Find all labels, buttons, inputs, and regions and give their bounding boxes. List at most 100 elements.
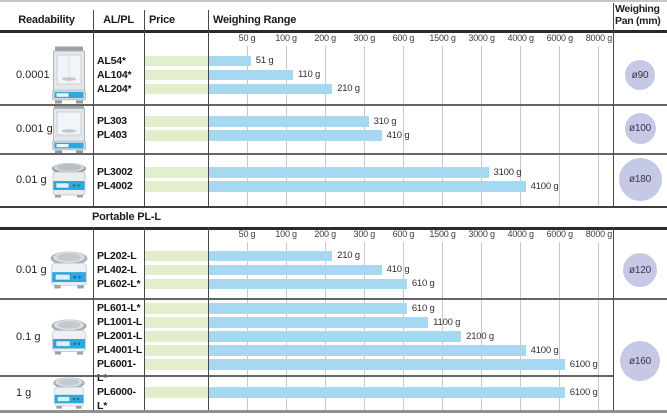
model-name-label: PL4001-L [97,344,143,357]
price-bar [145,69,208,81]
range-value-label: 4100 g [530,180,559,192]
range-value-label: 6100 g [569,386,598,398]
model-name-label: AL104* [97,68,132,81]
range-gridline [520,46,522,206]
range-gridline [481,242,483,410]
row-border [0,206,667,208]
scale-tick-label: 50 g [238,33,256,43]
weighing-range-bar [209,167,489,178]
col-header-pan: Weighing Pan (mm) [615,3,661,27]
weighing-pan-badge: ø160 [620,341,660,381]
model-name-label: PL2001-L [97,330,143,343]
scale-tick-label: 3000 g [468,33,495,43]
range-value-label: 310 g [373,115,397,127]
price-bar [145,264,208,276]
weighing-range-bar [209,278,407,290]
model-name-label: PL602-L* [97,277,141,290]
range-gridline [598,46,600,206]
scale-tick-label: 200 g [314,33,336,43]
readability-label: 0.001 g [16,122,53,135]
scale-tick-label: 200 g [314,229,336,239]
price-bar [145,278,208,290]
column-border [144,10,145,206]
weighing-range-bar [209,250,333,262]
range-gridline [402,46,404,206]
col-header-readability: Readability [18,14,75,26]
balance-product-image-portable [49,250,89,295]
row-border [0,375,613,377]
scale-tick-label: 4000 g [507,229,535,239]
column-border [144,227,145,410]
scale-tick-label: 1500 g [429,33,456,43]
price-bar [145,130,208,141]
model-name-label: PL6000-L* [97,386,136,413]
col-header-price: Price [149,14,175,26]
balance-product-image-draftshield [50,104,88,159]
range-gridline [559,242,561,410]
readability-label: 0.01 g [16,173,47,186]
weighing-range-bar [209,130,382,141]
weighing-range-bar [209,331,462,342]
range-value-label: 610 g [411,278,435,290]
model-name-label: PL202-L [97,249,137,262]
model-name-label: PL303 [97,115,127,128]
weighing-pan-badge: ø90 [625,60,655,90]
range-value-label: 4100 g [530,344,559,356]
model-name-label: AL54* [97,54,126,67]
scale-tick-label: 8000 g [585,229,613,239]
range-gridline [481,46,483,206]
scale-tick-label: 300 g [353,229,376,239]
model-name-label: PL1001-L [97,316,143,329]
scale-tick-label: 50 g [238,229,256,239]
row-border [0,104,667,106]
price-bar [145,83,208,95]
price-bar [145,345,208,356]
weighing-range-bar [209,359,565,370]
row-border [0,410,667,413]
model-name-label: PL6001-L* [97,358,136,385]
price-bar [145,250,208,262]
weighing-range-bar [209,116,369,127]
readability-label: 1 g [16,386,32,399]
model-name-label: PL4002 [97,180,133,193]
weighing-range-bar [209,317,429,328]
range-gridline [598,242,600,410]
range-value-label: 1100 g [433,316,461,328]
weighing-pan-badge: ø180 [618,158,662,201]
weighing-range-bar [209,264,382,276]
weighing-range-bar [209,55,251,67]
range-value-label: 610 g [411,302,435,314]
model-name-label: PL601-L* [97,302,141,315]
model-name-label: PL402-L [97,263,137,276]
range-value-label: 210 g [337,83,360,95]
range-value-label: 2100 g [466,330,494,342]
balance-product-image-portable [50,318,88,361]
range-gridline [442,46,443,206]
column-border-pan [613,227,614,410]
row-border [0,227,667,230]
scale-tick-label: 600 g [392,33,415,43]
range-gridline [442,242,443,410]
col-header-pan-line2: Pan (mm) [615,14,661,27]
range-gridline [559,46,561,206]
range-gridline [520,242,522,410]
scale-tick-label: 8000 g [585,33,613,43]
page-top-edge [0,0,667,2]
balance-product-image-compact [49,162,89,203]
col-header-pan-line1: Weighing [615,3,660,15]
range-value-label: 410 g [386,129,410,141]
price-bar [145,387,208,398]
model-name-label: PL403 [97,129,127,142]
weighing-range-bar [209,303,407,314]
row-border [0,153,667,155]
weighing-range-bar [209,345,526,356]
column-border-pan [613,3,614,206]
scale-tick-label: 3000 g [468,229,495,239]
row-border [0,30,667,33]
price-bar [145,303,208,314]
model-name-label: AL204* [97,82,132,95]
price-bar [145,55,208,67]
readability-label: 0.1 g [16,330,41,343]
weighing-range-bar [209,69,293,81]
